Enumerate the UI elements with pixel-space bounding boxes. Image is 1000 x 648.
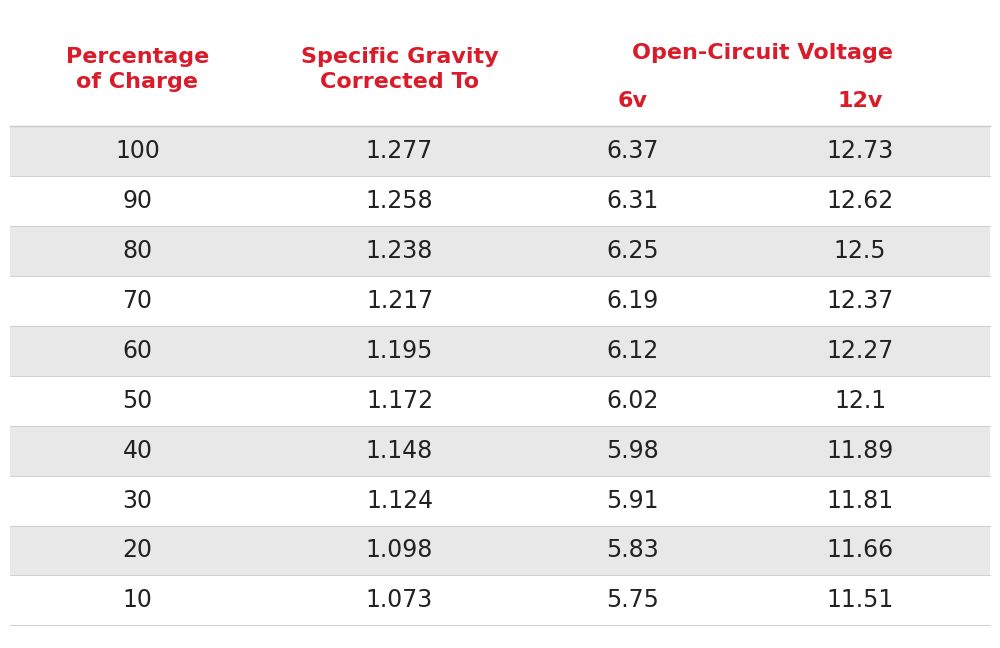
Text: 5.91: 5.91 — [606, 489, 659, 513]
Text: 5.98: 5.98 — [606, 439, 659, 463]
Text: 40: 40 — [122, 439, 152, 463]
Bar — [10, 126, 990, 176]
Text: 1.172: 1.172 — [366, 389, 433, 413]
Bar — [10, 526, 990, 575]
Bar — [10, 176, 990, 226]
Bar — [10, 276, 990, 326]
Text: 80: 80 — [122, 239, 152, 263]
Text: Open-Circuit Voltage: Open-Circuit Voltage — [632, 43, 893, 63]
Text: 11.89: 11.89 — [827, 439, 894, 463]
Text: 5.83: 5.83 — [606, 538, 659, 562]
Text: 6.25: 6.25 — [606, 239, 659, 263]
Text: 90: 90 — [122, 189, 152, 213]
Text: 6v: 6v — [617, 91, 647, 111]
Text: 11.81: 11.81 — [827, 489, 894, 513]
Text: 12.27: 12.27 — [827, 339, 894, 363]
Text: 5.75: 5.75 — [606, 588, 659, 612]
Text: 1.148: 1.148 — [366, 439, 433, 463]
Bar — [10, 376, 990, 426]
Text: 1.258: 1.258 — [366, 189, 433, 213]
Text: 12.1: 12.1 — [834, 389, 886, 413]
Text: 1.277: 1.277 — [366, 139, 433, 163]
Text: 50: 50 — [122, 389, 153, 413]
Text: 1.217: 1.217 — [366, 289, 433, 313]
Text: 100: 100 — [115, 139, 160, 163]
Text: 1.195: 1.195 — [366, 339, 433, 363]
Text: 30: 30 — [122, 489, 152, 513]
Text: 6.37: 6.37 — [606, 139, 658, 163]
Text: 10: 10 — [122, 588, 152, 612]
Text: 6.19: 6.19 — [606, 289, 658, 313]
Bar — [10, 575, 990, 625]
Text: 12v: 12v — [837, 91, 883, 111]
Text: 1.098: 1.098 — [366, 538, 433, 562]
Text: 6.31: 6.31 — [606, 189, 658, 213]
Text: 20: 20 — [122, 538, 152, 562]
Text: 11.51: 11.51 — [827, 588, 894, 612]
Bar — [10, 426, 990, 476]
Text: 6.02: 6.02 — [606, 389, 658, 413]
Text: 12.5: 12.5 — [834, 239, 886, 263]
Text: Specific Gravity
Corrected To: Specific Gravity Corrected To — [301, 47, 498, 92]
Text: 11.66: 11.66 — [827, 538, 894, 562]
Text: 1.073: 1.073 — [366, 588, 433, 612]
Text: 12.62: 12.62 — [827, 189, 894, 213]
Text: 1.124: 1.124 — [366, 489, 433, 513]
Bar — [10, 226, 990, 276]
Bar — [10, 13, 990, 126]
Text: 70: 70 — [122, 289, 152, 313]
Text: 1.238: 1.238 — [366, 239, 433, 263]
Bar — [10, 326, 990, 376]
Text: 6.12: 6.12 — [606, 339, 658, 363]
Text: Percentage
of Charge: Percentage of Charge — [66, 47, 209, 92]
Text: 12.37: 12.37 — [827, 289, 894, 313]
Bar — [10, 476, 990, 526]
Text: 60: 60 — [122, 339, 152, 363]
Text: 12.73: 12.73 — [827, 139, 894, 163]
